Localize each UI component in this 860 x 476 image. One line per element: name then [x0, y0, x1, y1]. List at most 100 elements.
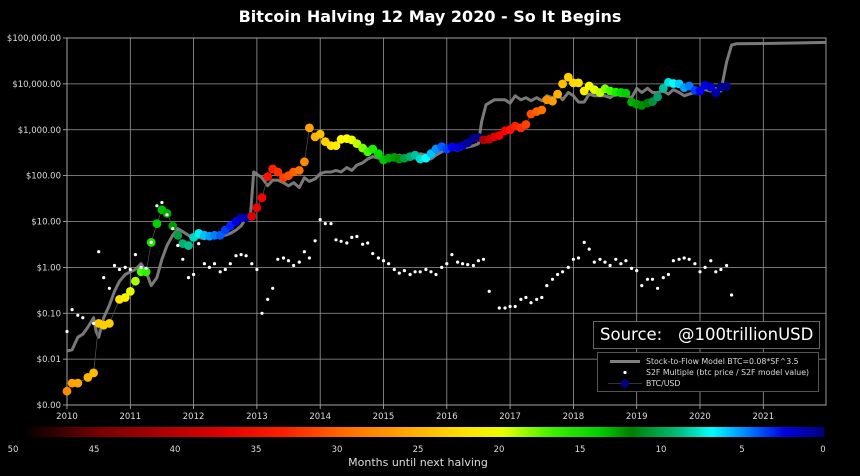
s2f-multiple-dot [445, 262, 449, 266]
plot-frame [66, 37, 827, 406]
dot-swatch-icon [623, 370, 627, 375]
s2f-multiple-dot [197, 242, 201, 246]
btc-price-marker [120, 293, 130, 302]
s2f-multiple-dot [709, 259, 713, 263]
s2f-multiple-dot [418, 270, 422, 274]
s2f-multiple-dot [228, 262, 232, 266]
btc-price-marker [89, 368, 98, 378]
s2f-multiple-dot [656, 286, 660, 290]
btc-price-marker [294, 166, 304, 175]
s2f-multiple-dot [456, 260, 460, 264]
btc-price-marker [374, 149, 383, 159]
btc-price-marker [574, 78, 583, 88]
s2f-multiple-dot [286, 259, 291, 263]
chart-title: Bitcoin Halving 12 May 2020 - So It Begi… [238, 7, 622, 26]
s2f-multiple-dot [719, 267, 723, 272]
s2f-multiple-dot [144, 266, 148, 270]
s2f-multiple-dot [730, 293, 734, 297]
line-swatch-icon [610, 360, 640, 363]
btc-price-marker [305, 123, 314, 133]
btc-price-marker [653, 92, 662, 102]
s2f-multiple-dot [117, 267, 122, 272]
s2f-multiple-dot [424, 267, 428, 272]
s2f-multiple-dot [608, 263, 612, 268]
btc-price-marker [125, 287, 135, 296]
s2f-multiple-dot [513, 304, 517, 309]
y-tick-label: $10.00 [31, 218, 61, 228]
s2f-multiple-dot [434, 272, 438, 277]
colorbar-tick-label: 0 [820, 445, 825, 455]
s2f-multiple-dot [323, 222, 327, 226]
y-tick-label: $0.01 [37, 355, 61, 365]
s2f-multiple-dot [461, 262, 465, 266]
s2f-multiple-dot [540, 295, 544, 300]
btc-price-marker [173, 230, 183, 240]
s2f-multiple-dot [128, 267, 132, 272]
colorbar-tick-label: 30 [332, 445, 343, 455]
s2f-multiple-dot [239, 253, 243, 257]
s2f-multiple-dot [139, 265, 143, 269]
s2f-multiple-dot [218, 270, 222, 274]
s2f-multiple-dot [171, 227, 175, 231]
s2f-multiple-dot [725, 263, 729, 268]
s2f-multiple-dot [149, 240, 153, 244]
s2f-multiple-dot [112, 263, 117, 268]
btc-price-marker [62, 386, 72, 396]
btc-price-marker [152, 219, 162, 229]
s2f-multiple-dot [202, 262, 206, 266]
s2f-multiple-dot [535, 297, 539, 301]
s2f-multiple-dot [529, 301, 533, 305]
x-tick-label: 2019 [626, 412, 648, 422]
source-annotation: Source: @100trillionUSD [593, 321, 820, 349]
s2f-multiple-dot [703, 265, 707, 269]
btc-price-marker [558, 79, 567, 89]
s2f-multiple-dot [387, 262, 391, 266]
s2f-multiple-dot [244, 254, 248, 258]
s2f-multiple-dot [429, 270, 433, 274]
s2f-multiple-dot [556, 272, 560, 277]
s2f-multiple-dot [276, 257, 280, 261]
btc-price-marker [168, 221, 178, 231]
s2f-multiple-dot [497, 306, 501, 310]
s2f-multiple-dot [92, 321, 96, 325]
y-tick-label: $1,000.00 [18, 126, 61, 136]
s2f-multiple-dot [402, 269, 406, 273]
s2f-multiple-dot [102, 276, 106, 280]
s2f-multiple-dot [392, 267, 396, 272]
s2f-multiple-dot [350, 235, 354, 239]
x-tick-label: 2015 [373, 412, 395, 422]
s2f-multiple-dot [355, 234, 359, 239]
btc-price-marker [521, 120, 531, 129]
x-tick-label: 2014 [309, 412, 331, 422]
s2f-multiple-dot [582, 240, 586, 244]
s2f-multiple-dot [371, 252, 375, 256]
legend-entry-s2f-model: Stock-to-Flow Model BTC=0.08*SF^3.5 [598, 356, 818, 367]
colorbar-tick-label: 40 [170, 445, 181, 455]
btc-price-marker [257, 193, 267, 203]
s2f-multiple-dot [481, 257, 486, 261]
s2f-multiple-dot [714, 270, 718, 274]
colorbar-tick-labels: 50 45 40 35 30 25 20 15 10 5 0 [8, 445, 826, 455]
x-tick-label: 2018 [563, 412, 585, 422]
colorbar: 50 45 40 35 30 25 20 15 10 5 0 Months until next h… [8, 427, 826, 469]
x-tick-label: 2020 [689, 412, 711, 422]
s2f-multiple-dot [155, 204, 159, 208]
legend: Stock-to-Flow Model BTC=0.08*SF^3.5 S2F … [597, 352, 819, 392]
s2f-multiple-dot [682, 256, 686, 260]
btc-price-marker [184, 241, 193, 250]
s2f-multiple-dot [250, 262, 254, 266]
s2f-multiple-dot [603, 260, 607, 264]
colorbar-tick-label: 5 [739, 445, 744, 455]
s2f-multiple-dot [545, 284, 549, 288]
colorbar-tick-label: 45 [89, 445, 100, 455]
btc-price-marker [73, 378, 83, 388]
s2f-multiple-dot [260, 311, 264, 315]
s2f-multiple-dot [255, 267, 259, 272]
s2f-multiple-dot [176, 243, 180, 248]
s2f-multiple-dot [408, 272, 412, 277]
s2f-multiple-dot [266, 297, 270, 301]
s2f-multiple-dot [471, 263, 475, 268]
btc-price-marker [722, 82, 731, 91]
s2f-multiple-dot [566, 265, 570, 269]
colorbar-label: Months until next halving [348, 456, 488, 469]
